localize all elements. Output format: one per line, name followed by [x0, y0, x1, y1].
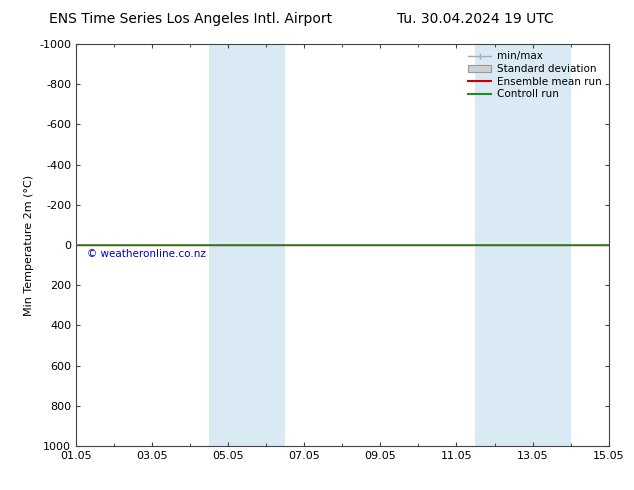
Bar [476, 44, 571, 446]
Text: Tu. 30.04.2024 19 UTC: Tu. 30.04.2024 19 UTC [397, 12, 554, 26]
Text: © weatheronline.co.nz: © weatheronline.co.nz [87, 249, 206, 259]
Legend: min/max, Standard deviation, Ensemble mean run, Controll run: min/max, Standard deviation, Ensemble me… [467, 49, 604, 101]
Y-axis label: Min Temperature 2m (°C): Min Temperature 2m (°C) [23, 174, 34, 316]
Text: ENS Time Series Los Angeles Intl. Airport: ENS Time Series Los Angeles Intl. Airpor… [49, 12, 332, 26]
Bar [209, 44, 285, 446]
